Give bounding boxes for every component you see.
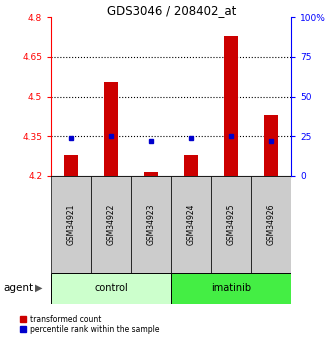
Text: control: control xyxy=(94,283,128,293)
Bar xyxy=(91,176,131,273)
Text: imatinib: imatinib xyxy=(211,283,251,293)
Text: ▶: ▶ xyxy=(35,283,42,293)
Bar xyxy=(64,155,78,176)
Bar xyxy=(224,36,238,176)
Bar xyxy=(264,115,278,176)
Text: GSM34923: GSM34923 xyxy=(147,204,156,245)
Text: GSM34922: GSM34922 xyxy=(107,204,116,245)
Bar xyxy=(211,176,251,273)
Bar xyxy=(171,273,291,304)
Bar xyxy=(171,176,211,273)
Text: GSM34925: GSM34925 xyxy=(227,204,236,245)
Bar xyxy=(51,273,171,304)
Bar xyxy=(131,176,171,273)
Bar xyxy=(144,172,158,176)
Text: GSM34926: GSM34926 xyxy=(267,204,276,245)
Bar xyxy=(51,176,91,273)
Bar xyxy=(251,176,291,273)
Legend: transformed count, percentile rank within the sample: transformed count, percentile rank withi… xyxy=(21,315,159,334)
Text: agent: agent xyxy=(3,283,33,293)
Title: GDS3046 / 208402_at: GDS3046 / 208402_at xyxy=(107,4,236,17)
Bar xyxy=(184,155,198,176)
Text: GSM34921: GSM34921 xyxy=(67,204,76,245)
Bar xyxy=(104,82,118,176)
Text: GSM34924: GSM34924 xyxy=(187,204,196,245)
